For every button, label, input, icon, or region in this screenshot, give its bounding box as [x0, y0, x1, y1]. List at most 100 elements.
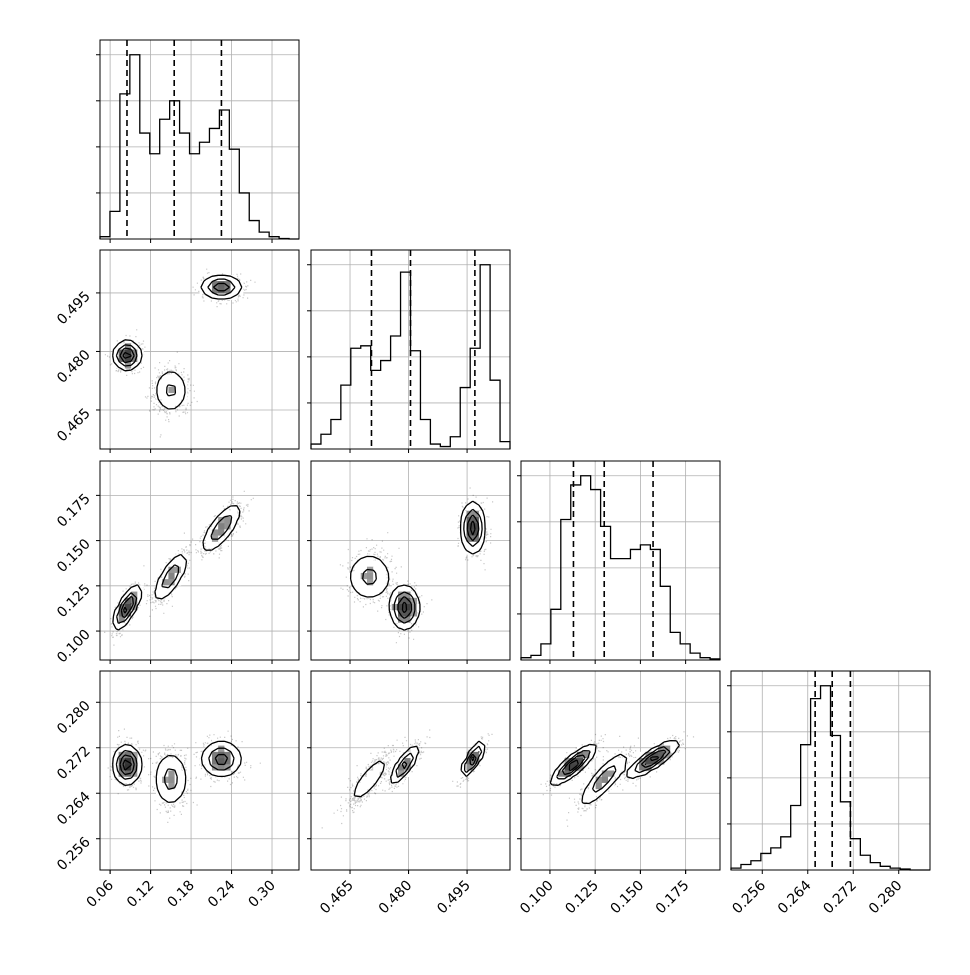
density-cell — [180, 782, 188, 790]
density-cell — [657, 751, 665, 759]
scatter-panel-p1-p2 — [307, 460, 511, 664]
density-cell — [168, 585, 175, 592]
density-cell — [664, 739, 671, 746]
density-cell — [174, 758, 182, 765]
density-cell — [373, 566, 380, 574]
histogram-step — [99, 54, 299, 240]
density-cell — [639, 764, 646, 771]
density-cell — [180, 560, 188, 568]
density-cell — [404, 770, 411, 778]
density-cell — [162, 591, 169, 599]
density-cell — [205, 745, 213, 753]
histogram-step — [520, 475, 721, 660]
density-cell — [230, 764, 238, 771]
density-cell — [199, 758, 207, 765]
density-cell — [460, 764, 467, 771]
hist-frame — [310, 249, 511, 450]
density-cell — [366, 770, 374, 778]
density-cell — [391, 764, 399, 771]
density-cell — [155, 776, 163, 784]
density-cell — [404, 604, 411, 611]
contour-line — [122, 603, 132, 614]
density-cell — [404, 610, 411, 617]
panel-content — [100, 461, 299, 660]
density-cell — [162, 399, 169, 406]
density-cell — [398, 585, 405, 592]
density-cell — [570, 770, 578, 778]
density-cell — [168, 566, 175, 574]
density-cell — [205, 287, 213, 294]
density-cell — [218, 535, 225, 543]
density-cell — [379, 566, 386, 574]
density-cell — [230, 745, 238, 753]
panel-content — [100, 671, 299, 870]
density-cell — [410, 758, 418, 765]
contour-line — [353, 740, 486, 798]
density-cell — [478, 745, 486, 753]
density-cell — [564, 764, 572, 771]
contour-line — [116, 514, 233, 625]
density-cell — [620, 764, 628, 771]
density-cell — [162, 764, 169, 771]
contour-line — [362, 508, 483, 624]
density-cell — [218, 293, 225, 301]
density-cell — [366, 591, 374, 599]
density-cell — [174, 386, 182, 394]
density-cell — [379, 585, 386, 592]
density-cell — [466, 535, 473, 543]
density-cell — [155, 770, 163, 778]
density-cell — [137, 764, 144, 771]
density-cell — [632, 770, 640, 778]
density-cell — [366, 572, 374, 580]
scatter-panel-p0-p3: 0.256 0.264 0.272 0.280 — [54, 670, 300, 874]
density-cell — [118, 776, 126, 784]
scatter-panel-p1-p3 — [307, 670, 511, 874]
density-cell — [601, 782, 609, 790]
density-cell — [218, 770, 225, 778]
density-cell — [168, 380, 175, 388]
density-cell — [614, 758, 621, 765]
hist-panel-p3 — [727, 670, 931, 871]
density-cell — [466, 523, 473, 530]
density-cell — [354, 782, 362, 790]
density-cell — [360, 560, 368, 568]
contour-line — [122, 759, 132, 771]
density-cell — [589, 782, 596, 790]
density-cell — [174, 770, 182, 778]
density-cell — [168, 758, 175, 765]
density-cell — [236, 758, 244, 765]
density-cell — [224, 523, 231, 530]
panel-content — [311, 671, 510, 870]
density-cell — [391, 616, 399, 623]
density-cell — [360, 789, 368, 796]
density-cell — [168, 782, 175, 790]
density-cell — [218, 745, 225, 753]
density-cell — [466, 541, 473, 549]
density-cell — [460, 516, 467, 524]
density-cell — [218, 523, 225, 530]
panel-content — [521, 671, 720, 870]
density-cell — [230, 281, 238, 288]
density-cell — [168, 560, 175, 568]
contour-line — [395, 745, 483, 778]
density-cell — [224, 751, 231, 759]
contour-line — [401, 520, 476, 614]
x-tick-label: 0.480 — [376, 878, 416, 918]
density-cell — [230, 504, 238, 512]
density-cell — [118, 616, 126, 623]
density-cell — [162, 393, 169, 400]
x-tick-label: 0.175 — [653, 878, 693, 918]
density-cell — [478, 739, 486, 746]
density-cell — [398, 770, 405, 778]
x-tick-label: 0.100 — [517, 878, 557, 918]
density-cell — [124, 355, 132, 363]
density-cell — [230, 751, 238, 759]
density-cell — [180, 770, 188, 778]
density-cell — [162, 585, 169, 592]
density-cell — [174, 572, 182, 580]
density-cell — [373, 776, 380, 784]
density-cell — [373, 560, 380, 568]
density-cell — [112, 355, 119, 363]
density-cell — [589, 751, 596, 759]
